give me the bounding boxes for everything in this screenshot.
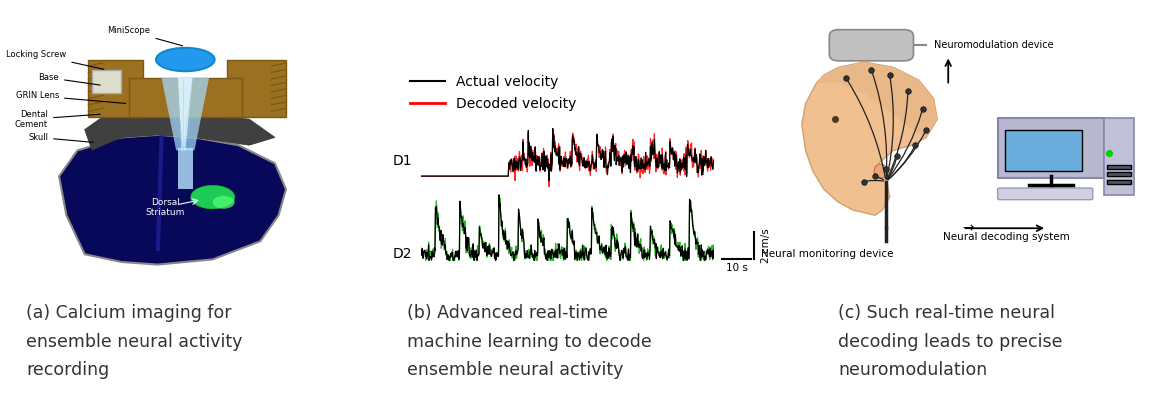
Legend: Actual velocity, Decoded velocity: Actual velocity, Decoded velocity xyxy=(405,69,582,117)
Text: Neural monitoring device: Neural monitoring device xyxy=(761,249,894,259)
Polygon shape xyxy=(85,111,275,150)
Text: Dorsal
Striatum: Dorsal Striatum xyxy=(146,198,185,217)
Text: 10 s: 10 s xyxy=(726,263,748,273)
Text: D2: D2 xyxy=(392,248,412,262)
FancyBboxPatch shape xyxy=(178,148,193,189)
FancyBboxPatch shape xyxy=(1107,165,1132,169)
Text: (b) Advanced real-time
machine learning to decode
ensemble neural activity: (b) Advanced real-time machine learning … xyxy=(407,304,651,379)
Text: Base: Base xyxy=(38,73,100,85)
Text: Skull: Skull xyxy=(28,133,93,142)
Ellipse shape xyxy=(874,164,887,178)
Text: (a) Calcium imaging for
ensemble neural activity
recording: (a) Calcium imaging for ensemble neural … xyxy=(26,304,243,379)
Text: MiniScope: MiniScope xyxy=(108,26,183,46)
Polygon shape xyxy=(178,78,193,150)
Ellipse shape xyxy=(191,185,235,209)
Polygon shape xyxy=(802,62,937,215)
Text: →: → xyxy=(963,221,974,235)
FancyBboxPatch shape xyxy=(829,30,913,61)
FancyBboxPatch shape xyxy=(89,59,144,117)
Polygon shape xyxy=(59,135,286,265)
Text: 2 cm/s: 2 cm/s xyxy=(760,228,771,263)
FancyBboxPatch shape xyxy=(1107,180,1132,184)
Polygon shape xyxy=(816,62,937,137)
FancyBboxPatch shape xyxy=(998,188,1092,200)
Text: D1: D1 xyxy=(392,154,412,168)
Text: Locking Screw: Locking Screw xyxy=(6,50,103,69)
FancyBboxPatch shape xyxy=(129,78,242,117)
Text: (c) Such real-time neural
decoding leads to precise
neuromodulation: (c) Such real-time neural decoding leads… xyxy=(838,304,1063,379)
Ellipse shape xyxy=(213,196,235,209)
FancyBboxPatch shape xyxy=(1107,173,1132,176)
Text: Dental
Cement: Dental Cement xyxy=(15,110,100,129)
Ellipse shape xyxy=(156,48,215,71)
FancyBboxPatch shape xyxy=(228,59,286,117)
Text: GRIN Lens: GRIN Lens xyxy=(16,91,125,103)
FancyBboxPatch shape xyxy=(998,118,1104,178)
FancyBboxPatch shape xyxy=(92,70,121,93)
Text: Neuromodulation device: Neuromodulation device xyxy=(934,40,1053,50)
Polygon shape xyxy=(161,78,209,150)
FancyBboxPatch shape xyxy=(1104,118,1134,195)
Text: Neural decoding system: Neural decoding system xyxy=(943,232,1071,242)
FancyBboxPatch shape xyxy=(1005,130,1082,171)
